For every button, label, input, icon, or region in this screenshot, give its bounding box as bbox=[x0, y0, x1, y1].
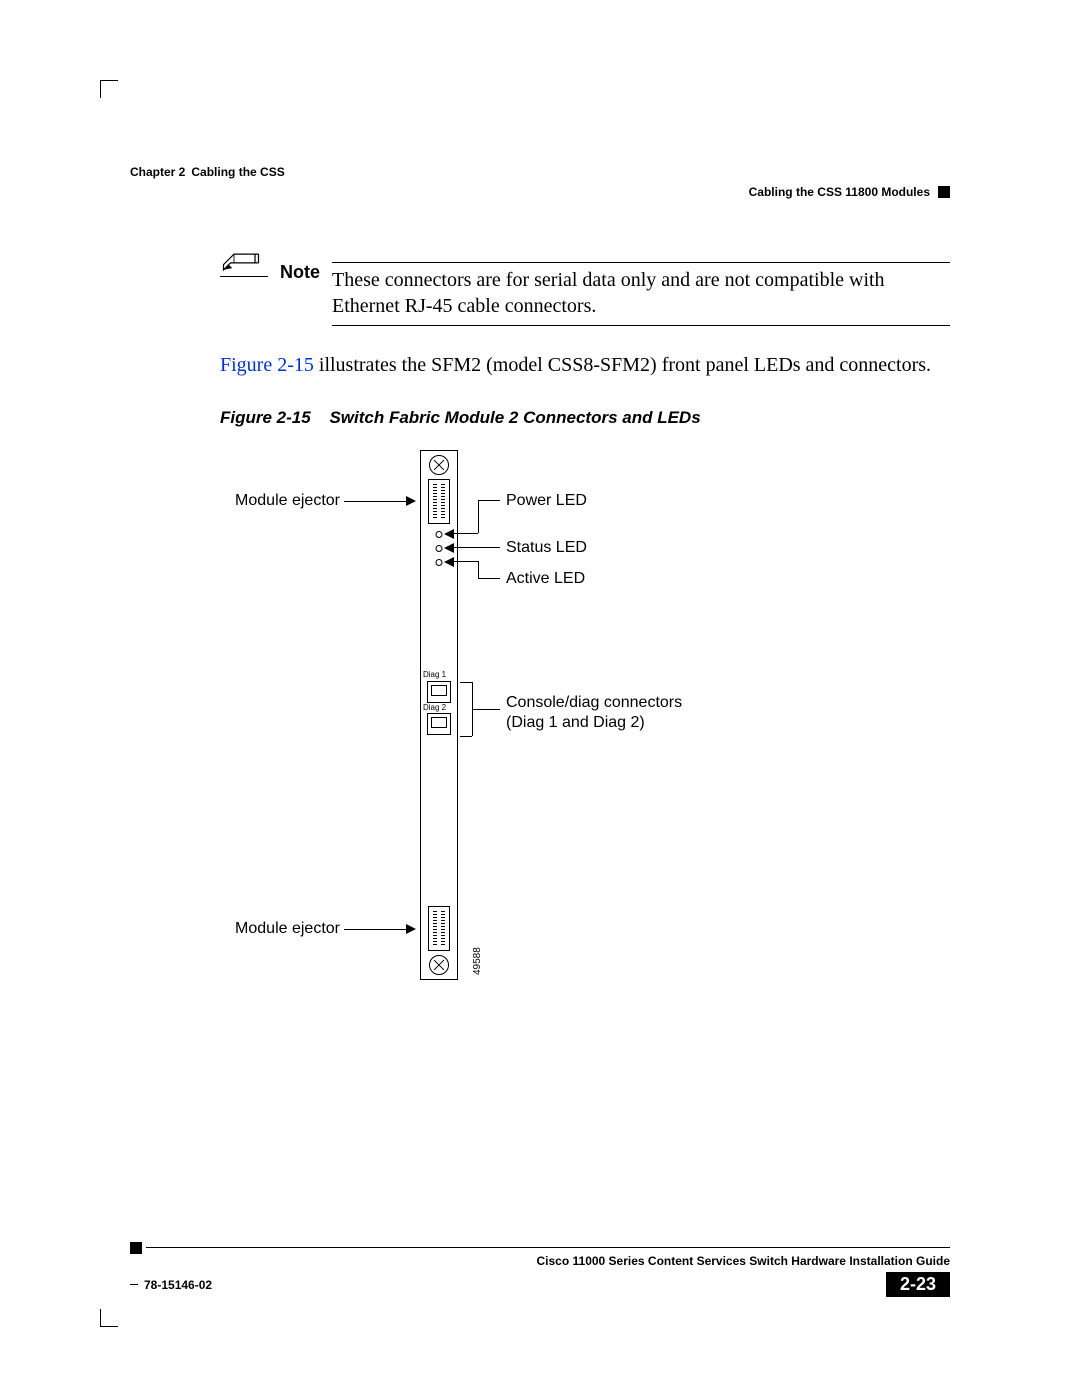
footer-doc-number: 78-15146-02 bbox=[144, 1278, 212, 1292]
footer-tick-icon bbox=[130, 1284, 138, 1286]
note-rule-bottom bbox=[332, 325, 950, 326]
diag2-port-label: Diag 2 bbox=[423, 703, 446, 712]
figure-id-number: 49588 bbox=[472, 947, 483, 975]
active-led-icon bbox=[436, 559, 443, 566]
intro-rest: illustrates the SFM2 (model CSS8-SFM2) f… bbox=[314, 354, 931, 376]
callout-power-led: Power LED bbox=[506, 492, 587, 510]
figure-number: Figure 2-15 bbox=[220, 408, 311, 427]
chapter-title: Cabling the CSS bbox=[191, 165, 284, 179]
screw-bottom-icon bbox=[429, 955, 449, 975]
page-number-badge: 2-23 bbox=[886, 1272, 950, 1297]
diag2-port-icon bbox=[427, 713, 451, 735]
callout-active-led: Active LED bbox=[506, 570, 585, 588]
crop-mark-top-left bbox=[100, 80, 118, 98]
leader-line bbox=[478, 561, 479, 578]
footer-marker-icon bbox=[130, 1242, 142, 1254]
leader-line bbox=[478, 578, 500, 579]
arrow-icon bbox=[444, 543, 454, 553]
diag1-port-icon bbox=[427, 681, 451, 703]
callout-module-ejector-bottom: Module ejector bbox=[220, 920, 340, 938]
ejector-top-icon bbox=[428, 479, 450, 524]
arrow-icon bbox=[406, 496, 416, 506]
page-header: Chapter 2 Cabling the CSS Cabling the CS… bbox=[130, 165, 950, 199]
leader-line bbox=[472, 709, 500, 710]
callout-status-led: Status LED bbox=[506, 539, 587, 557]
leader-line bbox=[454, 561, 478, 562]
leader-line bbox=[460, 736, 472, 737]
intro-paragraph: Figure 2-15 illustrates the SFM2 (model … bbox=[220, 352, 950, 378]
arrow-icon bbox=[444, 557, 454, 567]
callout-console-line2: (Diag 1 and Diag 2) bbox=[506, 714, 645, 732]
figure-title: Switch Fabric Module 2 Connectors and LE… bbox=[329, 408, 700, 427]
figure-link[interactable]: Figure 2-15 bbox=[220, 354, 314, 376]
leader-line bbox=[478, 500, 500, 501]
power-led-icon bbox=[436, 531, 443, 538]
footer-guide-title: Cisco 11000 Series Content Services Swit… bbox=[130, 1254, 950, 1268]
leader-line bbox=[478, 500, 479, 533]
crop-mark-bottom-left bbox=[100, 1309, 118, 1327]
screw-top-icon bbox=[429, 455, 449, 475]
arrow-icon bbox=[444, 529, 454, 539]
note-text: These connectors are for serial data onl… bbox=[332, 263, 950, 325]
note-label: Note bbox=[280, 262, 320, 283]
header-marker-icon bbox=[938, 186, 950, 198]
leader-line bbox=[454, 533, 478, 534]
leader-line bbox=[454, 547, 500, 548]
figure-diagram: Diag 1 Diag 2 Module ejector Module ejec… bbox=[220, 450, 950, 1010]
figure-caption: Figure 2-15 Switch Fabric Module 2 Conne… bbox=[220, 408, 950, 428]
leader-line bbox=[344, 929, 406, 930]
callout-module-ejector-top: Module ejector bbox=[220, 492, 340, 510]
section-title: Cabling the CSS 11800 Modules bbox=[749, 185, 930, 199]
leader-line bbox=[460, 682, 472, 683]
pencil-icon bbox=[220, 250, 268, 277]
status-led-icon bbox=[436, 545, 443, 552]
diag1-port-label: Diag 1 bbox=[423, 670, 446, 679]
ejector-bottom-icon bbox=[428, 906, 450, 951]
note-block: Note These connectors are for serial dat… bbox=[220, 250, 950, 326]
chapter-label: Chapter 2 bbox=[130, 165, 185, 179]
arrow-icon bbox=[406, 924, 416, 934]
callout-console-line1: Console/diag connectors bbox=[506, 694, 682, 712]
leader-line bbox=[344, 501, 406, 502]
page-footer: Cisco 11000 Series Content Services Swit… bbox=[130, 1242, 950, 1297]
content-area: Note These connectors are for serial dat… bbox=[220, 250, 950, 1010]
